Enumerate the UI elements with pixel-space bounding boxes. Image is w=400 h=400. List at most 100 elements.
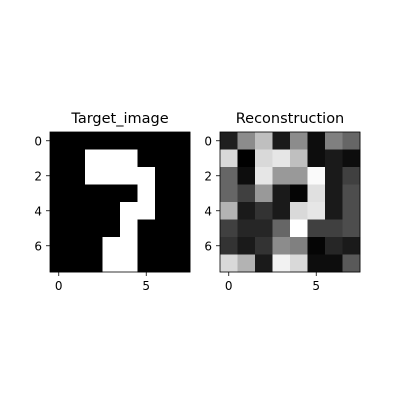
heatmap-cell (255, 237, 273, 255)
heatmap-cell (50, 237, 68, 255)
heatmap-cell (255, 202, 273, 220)
heatmap-cell (138, 202, 156, 220)
heatmap-cell (50, 167, 68, 185)
heatmap-cell (290, 167, 308, 185)
heatmap-cell (220, 237, 238, 255)
heatmap-cell (85, 255, 103, 273)
heatmap-cell (343, 237, 361, 255)
heatmap-cell (155, 132, 173, 150)
heatmap-cell (308, 202, 326, 220)
heatmap-cell (103, 255, 121, 273)
x-tick-label: 5 (142, 279, 150, 293)
heatmap-cell (85, 220, 103, 238)
heatmap-cell (273, 202, 291, 220)
heatmap-cell (85, 167, 103, 185)
heatmap-cell (155, 167, 173, 185)
heatmap-cell (273, 237, 291, 255)
heatmap-cell (138, 150, 156, 168)
heatmap-cell (220, 132, 238, 150)
heatmap-cell (308, 220, 326, 238)
heatmap-cell (238, 185, 256, 203)
heatmap-cell (273, 255, 291, 273)
heatmap-cell (50, 255, 68, 273)
heatmap-cell (138, 132, 156, 150)
heatmap-cell (343, 167, 361, 185)
heatmap-cell (273, 185, 291, 203)
heatmap-cell (103, 167, 121, 185)
heatmap-cell (173, 185, 191, 203)
heatmap-cell (290, 220, 308, 238)
x-tick-label: 0 (225, 279, 233, 293)
heatmap-cell (238, 255, 256, 273)
heatmap-cell (155, 220, 173, 238)
heatmap-cells (50, 132, 190, 272)
heatmap-cell (325, 255, 343, 273)
heatmap-cell (308, 255, 326, 273)
heatmap-cell (173, 237, 191, 255)
heatmap-cell (155, 255, 173, 273)
heatmap-cell (220, 255, 238, 273)
heatmap-cell (50, 132, 68, 150)
panel-title: Target_image (70, 111, 168, 127)
heatmap-cell (85, 132, 103, 150)
heatmap-cell (325, 167, 343, 185)
heatmap-cell (120, 132, 138, 150)
heatmap-cell (343, 185, 361, 203)
y-tick-label: 6 (204, 239, 212, 253)
heatmap-cell (255, 255, 273, 273)
heatmap-cell (50, 185, 68, 203)
heatmap-cell (308, 237, 326, 255)
heatmap-cell (290, 150, 308, 168)
heatmap-cell (343, 220, 361, 238)
heatmap-cell (325, 220, 343, 238)
heatmap-cell (173, 150, 191, 168)
heatmap-cell (290, 185, 308, 203)
heatmap-cell (273, 220, 291, 238)
heatmap-cell (308, 167, 326, 185)
heatmap-cell (85, 185, 103, 203)
heatmap-cell (173, 132, 191, 150)
heatmap-cell (68, 150, 86, 168)
heatmap-cell (325, 185, 343, 203)
heatmap-cell (273, 167, 291, 185)
heatmap-cell (173, 255, 191, 273)
y-tick-label: 6 (34, 239, 42, 253)
heatmap-cell (120, 220, 138, 238)
heatmap-cell (50, 150, 68, 168)
heatmap-cell (68, 237, 86, 255)
heatmap-cell (68, 185, 86, 203)
heatmap-cell (308, 132, 326, 150)
heatmap-cell (343, 132, 361, 150)
heatmap-cell (68, 132, 86, 150)
heatmap-cell (155, 237, 173, 255)
heatmap-cell (290, 255, 308, 273)
heatmap-cell (155, 185, 173, 203)
heatmap-cell (220, 185, 238, 203)
heatmap-cell (308, 185, 326, 203)
heatmap-cell (325, 150, 343, 168)
heatmap-cells (220, 132, 360, 272)
y-tick-label: 4 (204, 204, 212, 218)
heatmap-cell (220, 220, 238, 238)
heatmap-cell (343, 202, 361, 220)
heatmap-cell (68, 202, 86, 220)
heatmap-cell (325, 237, 343, 255)
heatmap-cell (138, 255, 156, 273)
heatmap-cell (120, 202, 138, 220)
heatmap-cell (50, 220, 68, 238)
heatmap-cell (138, 167, 156, 185)
heatmap-cell (238, 237, 256, 255)
heatmap-cell (138, 237, 156, 255)
heatmap-cell (85, 202, 103, 220)
heatmap-cell (155, 150, 173, 168)
heatmap-cell (120, 150, 138, 168)
y-tick-label: 0 (34, 134, 42, 148)
heatmap-cell (290, 237, 308, 255)
heatmap-cell (343, 150, 361, 168)
heatmap-cell (120, 237, 138, 255)
heatmap-cell (238, 202, 256, 220)
heatmap-cell (103, 202, 121, 220)
y-tick-label: 2 (204, 169, 212, 183)
heatmap-cell (68, 220, 86, 238)
